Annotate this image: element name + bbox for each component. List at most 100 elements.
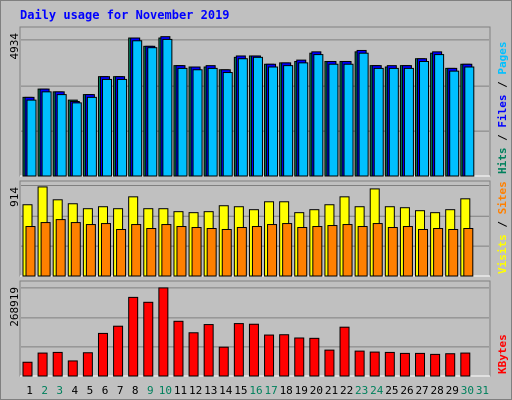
bar-kbytes [339,326,350,377]
bar-pages [71,102,82,177]
bar-kbytes [218,346,229,377]
x-tick-label: 5 [87,384,94,397]
bar-kbytes [97,332,108,377]
series-kbytes [22,287,471,377]
x-tick-label: 13 [204,384,217,397]
bar-sites [251,226,262,277]
bar-kbytes [309,337,320,377]
x-tick-label: 23 [355,384,368,397]
x-tick-label: 27 [415,384,428,397]
bar-sites [297,227,308,277]
bar-pages [343,63,354,177]
bar-sites [131,224,142,277]
bar-kbytes [173,320,184,377]
bar-sites [25,226,36,277]
bar-sites [40,222,51,277]
bar-kbytes [294,337,305,377]
x-tick-label: 7 [117,384,124,397]
x-tick-label: 24 [370,384,384,397]
legend-part: / [496,128,509,148]
bar-kbytes [430,353,441,377]
bar-kbytes [279,334,290,377]
bar-pages [464,66,475,177]
bar-pages [41,91,52,177]
bar-kbytes [82,352,93,377]
legend-part: / [496,214,509,234]
x-tick-label: 30 [461,384,474,397]
bar-kbytes [113,325,124,377]
bar-sites [327,225,338,277]
bar-sites [176,226,187,277]
bar-pages [26,99,37,177]
bar-sites [342,224,353,277]
x-tick-label: 14 [219,384,233,397]
bar-kbytes [324,349,335,377]
bar-sites [402,226,413,277]
legend-part: Sites [496,181,509,214]
bar-pages [177,67,188,177]
bar-pages [132,40,143,177]
bar-pages [101,78,112,177]
x-tick-label: 29 [446,384,459,397]
x-tick-label: 6 [102,384,109,397]
bar-sites [433,228,444,277]
bar-kbytes [460,352,471,377]
x-tick-label: 11 [174,384,187,397]
bar-kbytes [354,350,365,377]
bar-kbytes [399,352,410,377]
bar-sites [116,228,127,277]
series-legend: Visits / Sites [496,181,509,274]
bar-kbytes [415,352,426,377]
bar-pages [56,94,67,177]
x-tick-label: 19 [295,384,308,397]
chart-title: Daily usage for November 2019 [20,8,230,22]
bar-kbytes [188,332,199,377]
bar-pages [434,54,445,177]
bar-kbytes [22,361,33,377]
series-legend: KBytes [496,334,509,374]
bar-kbytes [52,351,63,377]
bar-sites [312,226,323,277]
bar-pages [283,65,294,177]
panel-kbytes: 268919 KBytes [8,280,509,377]
bar-sites [85,224,96,277]
bar-pages [403,67,414,177]
bar-pages [222,72,233,177]
bar-sites [372,223,383,277]
bar-kbytes [369,351,380,377]
x-tick-label: 22 [340,384,353,397]
bar-pages [313,54,324,177]
bar-sites [55,219,66,277]
axis-max-label: 914 [8,187,21,207]
bar-pages [162,38,173,177]
legend-part: Files [496,95,509,128]
x-tick-label: 3 [56,384,63,397]
bar-pages [117,78,128,177]
x-tick-label: 8 [132,384,139,397]
bar-pages [207,67,218,177]
legend-part: KBytes [496,334,509,374]
x-tick-label: 25 [385,384,398,397]
panel-hits-files-pages: 4934 Hits / Files / Pages [8,26,509,177]
x-tick-label: 31 [476,384,489,397]
bar-sites [282,223,293,277]
x-tick-label: 15 [234,384,247,397]
bar-pages [86,96,97,177]
x-tick-label: 20 [310,384,323,397]
bar-kbytes [233,323,244,377]
x-tick-label: 17 [264,384,277,397]
x-tick-label: 4 [72,384,79,397]
bar-pages [237,58,248,177]
bar-kbytes [248,323,259,377]
series-sites [25,219,474,277]
bar-sites [267,224,278,277]
bar-pages [252,56,263,177]
bar-sites [206,228,217,277]
bar-sites [236,227,247,277]
bar-pages [419,60,430,177]
x-tick-label: 9 [147,384,154,397]
bar-sites [448,228,459,277]
bar-pages [192,69,203,177]
x-tick-label: 1 [26,384,33,397]
